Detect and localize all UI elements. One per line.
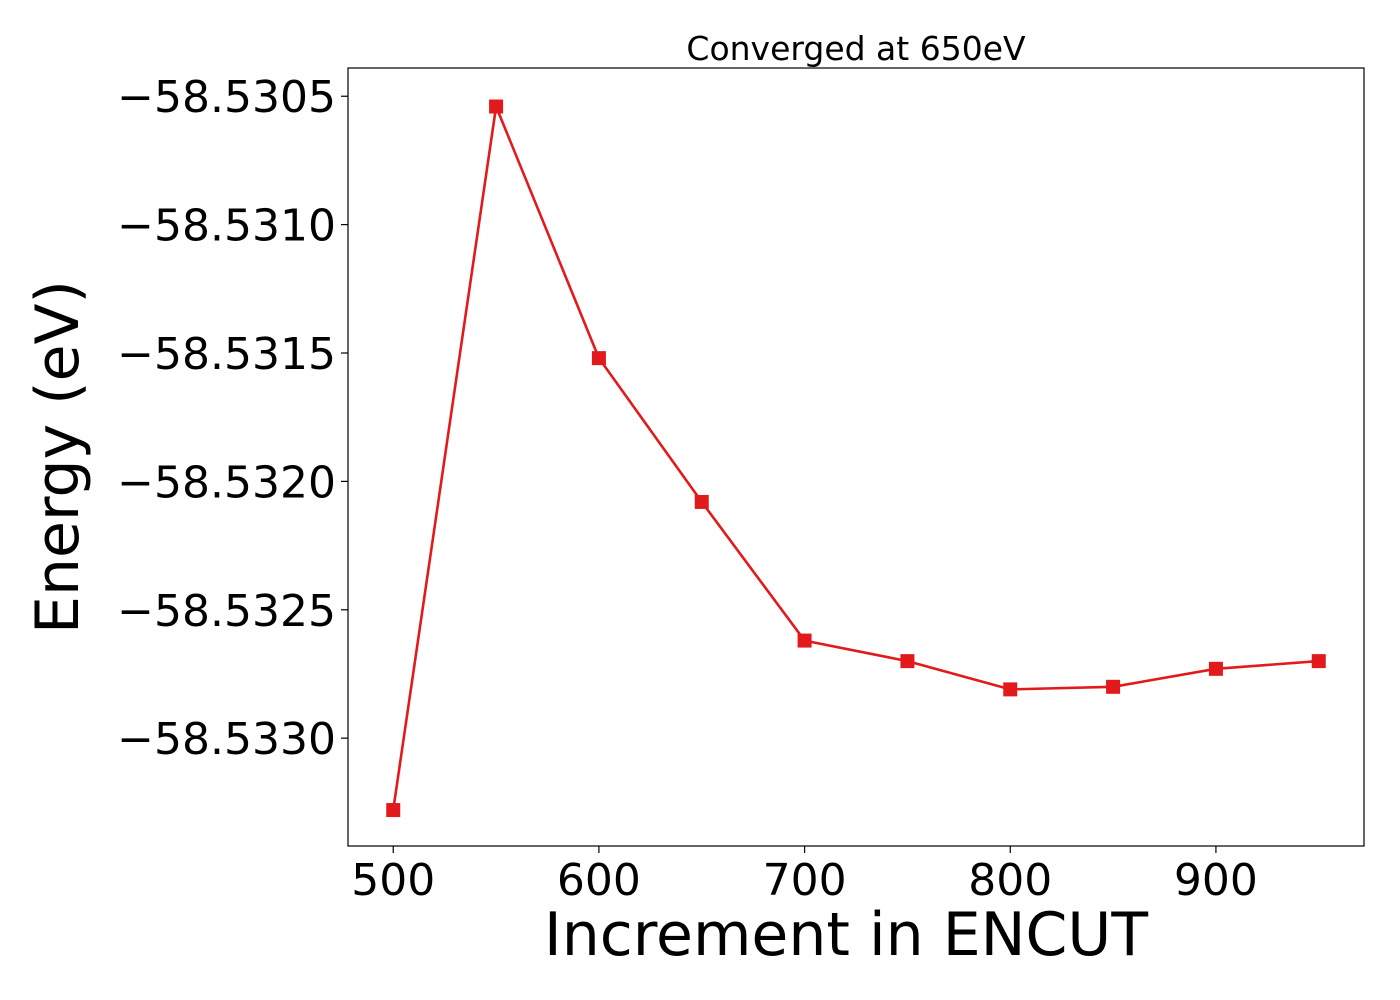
data-point-marker [1003, 682, 1018, 697]
data-point-marker [386, 803, 401, 818]
x-tick-label: 600 [557, 855, 641, 906]
y-tick-label: −58.5310 [117, 201, 336, 252]
x-tick-label: 700 [763, 855, 847, 906]
data-point-marker [489, 99, 504, 114]
data-point-marker [1311, 654, 1326, 669]
plot-frame [347, 67, 1365, 847]
x-axis-label: Increment in ENCUT [544, 900, 1148, 970]
x-tick-label: 800 [968, 855, 1052, 906]
y-tick-label: −58.5315 [117, 329, 336, 380]
x-tick-label: 900 [1174, 855, 1258, 906]
data-point-marker [694, 494, 709, 509]
series-line [391, 105, 1319, 811]
data-point-marker [591, 351, 606, 366]
y-tick-label: −58.5305 [117, 72, 336, 123]
data-point-marker [797, 633, 812, 648]
data-point-marker [1106, 679, 1121, 694]
y-tick-label: −58.5330 [117, 714, 336, 765]
y-tick-label: −58.5325 [117, 586, 336, 637]
chart-title: Converged at 650eV [686, 29, 1026, 68]
x-tick-label: 500 [351, 855, 435, 906]
y-axis-label: Energy (eV) [23, 280, 93, 634]
y-tick-label: −58.5320 [117, 457, 336, 508]
data-point-marker [1208, 661, 1223, 676]
data-point-marker [900, 654, 915, 669]
